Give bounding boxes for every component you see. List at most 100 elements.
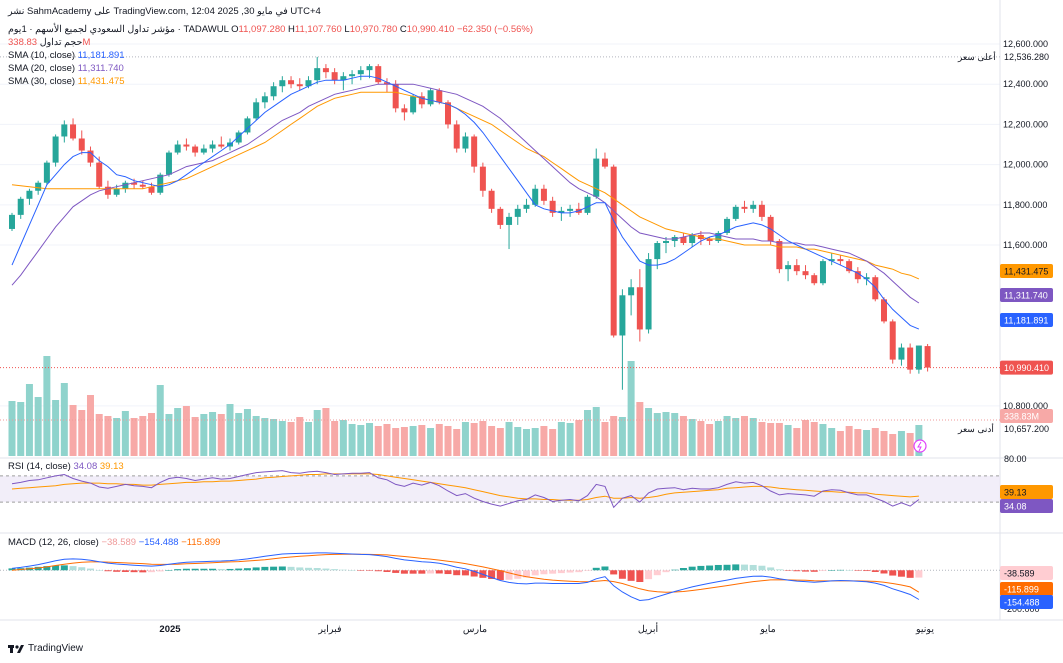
candle-body: [462, 136, 469, 149]
volume-bar: [889, 434, 897, 456]
high-value: 11,107.760: [294, 24, 342, 35]
candle-body: [445, 102, 451, 125]
macd-histogram-bar: [78, 567, 86, 571]
volume-bar: [566, 423, 574, 456]
macd-histogram-bar: [331, 569, 339, 571]
sma30-price-badge-bg: [1000, 264, 1053, 278]
volume-legend[interactable]: حجم تداول 338.83M: [8, 37, 90, 49]
volume-bar: [278, 421, 286, 456]
volume-bar: [549, 429, 557, 456]
volume-bar: [836, 431, 844, 456]
volume-bar: [374, 426, 382, 456]
volume-bar: [688, 419, 696, 456]
candle-body: [401, 108, 408, 113]
price-tick-label: 12,600.000: [1003, 39, 1048, 49]
candle-body: [915, 345, 922, 370]
candle-body: [261, 96, 268, 103]
rsi-legend[interactable]: RSI (14, close) 34.08 39.13: [8, 461, 124, 473]
high-marker-label: أعلى سعر: [957, 50, 996, 63]
volume-bar: [174, 408, 182, 456]
volume-bar: [400, 427, 408, 456]
publisher-line: نشر SahmAcademy على TradingView.com, في …: [8, 6, 321, 18]
volume-bar: [653, 413, 661, 456]
sma20-legend[interactable]: SMA (20, close) 11,311.740: [8, 63, 124, 75]
close-label: C: [399, 24, 407, 35]
macd-histogram-bar: [226, 568, 234, 571]
volume-bar: [880, 431, 888, 456]
volume-bar: [348, 424, 356, 456]
symbol-name[interactable]: مؤشر تداول السعودي لجميع الأسهم · 1يوم ·…: [8, 24, 229, 35]
candle-body: [654, 243, 661, 260]
volume-bar: [444, 426, 452, 456]
volume-bar: [592, 407, 600, 456]
volume-bar: [95, 414, 103, 456]
volume-bar: [60, 383, 68, 456]
candle-body: [636, 287, 643, 330]
volume-bar: [139, 416, 147, 456]
sma10-legend[interactable]: SMA (10, close) 11,181.891: [8, 50, 125, 62]
macd-histogram-bar: [43, 566, 51, 571]
volume-bar: [557, 422, 565, 456]
volume-bar: [217, 414, 225, 456]
macd-histogram-bar: [662, 570, 670, 573]
volume-bar: [906, 433, 914, 456]
sma30-legend[interactable]: SMA (30, close) 11,431.475: [8, 76, 125, 88]
volume-bar: [313, 410, 321, 456]
macd-hist-value: −38.589: [101, 537, 137, 548]
candle-body: [593, 158, 600, 197]
volume-badge: 338.83M: [1004, 412, 1039, 422]
volume-bar: [383, 424, 391, 456]
macd-histogram-bar: [575, 570, 583, 573]
candle-body: [828, 259, 835, 262]
macd-histogram-bar: [296, 567, 304, 571]
macd-legend[interactable]: MACD (12, 26, close) −38.589 −154.488 −1…: [8, 537, 220, 549]
macd-histogram-bar: [374, 570, 382, 572]
macd-histogram-bar: [148, 570, 156, 573]
volume-bar: [69, 405, 77, 456]
macd-histogram-bar: [880, 570, 888, 574]
volume-bar: [34, 397, 42, 456]
macd-histogram-bar: [557, 570, 565, 574]
candle-body: [200, 148, 207, 153]
macd-histogram-bar: [522, 570, 530, 578]
candle-body: [148, 186, 155, 193]
volume-bar: [531, 428, 539, 456]
candle-body: [898, 347, 905, 360]
candle-body: [113, 188, 120, 195]
candle-body: [43, 162, 50, 183]
candle-body: [157, 174, 164, 193]
volume-bar: [540, 426, 548, 456]
macd-histogram-bar: [139, 570, 147, 573]
time-axis-label: 2025: [159, 624, 181, 635]
volume-bar: [758, 422, 766, 456]
volume-bar: [627, 361, 635, 456]
volume-bar: [104, 416, 112, 456]
macd-histogram-bar: [679, 568, 687, 571]
macd-histogram-bar: [836, 569, 844, 571]
macd-histogram-bar: [261, 566, 269, 571]
macd-histogram-bar: [366, 570, 374, 571]
volume-bar: [270, 419, 278, 456]
candle-body: [741, 206, 748, 209]
macd-histogram-bar: [235, 568, 243, 571]
volume-bar: [645, 408, 653, 456]
macd-histogram-bar: [278, 566, 286, 571]
volume-bar: [784, 425, 792, 456]
tradingview-logo[interactable]: TradingView: [8, 643, 83, 654]
macd-histogram-bar: [435, 570, 443, 574]
candle-body: [663, 241, 669, 244]
macd-histogram-bar: [191, 568, 199, 571]
candle-body: [427, 90, 434, 105]
tradingview-logo-icon: [8, 644, 24, 653]
time-axis-label: مايو: [759, 624, 776, 635]
volume-bar: [130, 418, 138, 456]
macd-histogram-bar: [540, 570, 548, 575]
macd-histogram-bar: [627, 570, 635, 581]
candle-body: [131, 182, 138, 185]
candle-body: [17, 198, 24, 215]
macd-histogram-bar: [287, 566, 295, 571]
sma10-price-badge: 11,181.891: [1004, 316, 1048, 326]
macd-histogram-bar: [313, 568, 321, 571]
macd-histogram-bar: [758, 565, 766, 571]
